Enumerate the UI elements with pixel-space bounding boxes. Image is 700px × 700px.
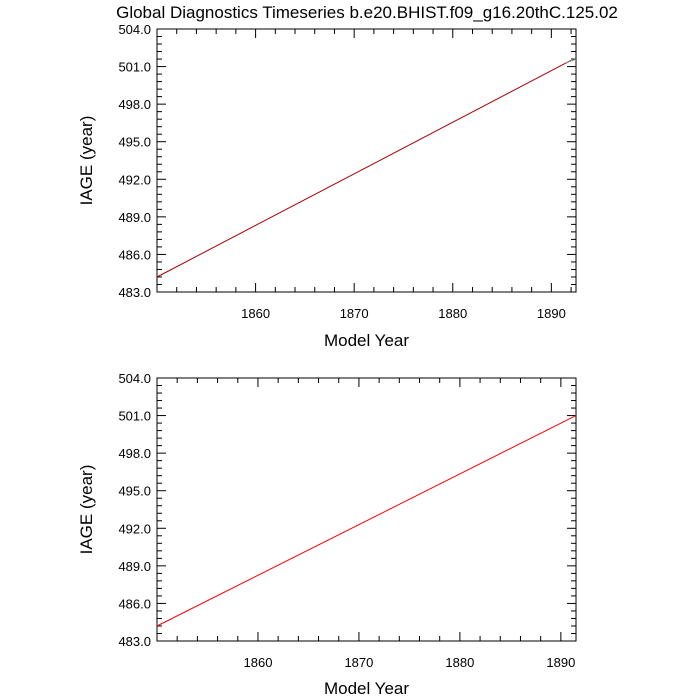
plot-frame: [156, 377, 577, 642]
plot-frame: [156, 28, 577, 293]
x-tick-label: 1860: [244, 655, 273, 670]
y-tick-label: 504.0: [118, 371, 151, 386]
y-tick-label: 498.0: [118, 446, 151, 461]
y-tick-label: 492.0: [118, 172, 151, 187]
y-tick-label: 495.0: [118, 484, 151, 499]
y-tick-label: 501.0: [118, 60, 151, 75]
y-tick-label: 489.0: [118, 559, 151, 574]
y-tick-label: 486.0: [118, 247, 151, 262]
x-tick-label: 1880: [445, 655, 474, 670]
x-tick-label: 1890: [546, 655, 575, 670]
y-axis-label: IAGE (year): [77, 465, 96, 555]
x-tick-label: 1870: [344, 655, 373, 670]
y-axis-label: IAGE (year): [77, 116, 96, 206]
chart-title: Global Diagnostics Timeseries b.e20.BHIS…: [116, 3, 618, 22]
x-axis-label: Model Year: [324, 679, 409, 698]
x-tick-label: 1870: [340, 306, 369, 321]
x-tick-label: 1890: [537, 306, 566, 321]
y-tick-label: 486.0: [118, 596, 151, 611]
x-tick-label: 1860: [241, 306, 270, 321]
y-tick-label: 501.0: [118, 409, 151, 424]
series-line-1: [565, 58, 577, 64]
y-tick-label: 489.0: [118, 210, 151, 225]
x-axis-label: Model Year: [324, 331, 409, 350]
y-tick-label: 504.0: [118, 22, 151, 37]
y-tick-label: 483.0: [118, 634, 151, 649]
y-tick-label: 483.0: [118, 285, 151, 300]
series-line-0: [156, 59, 572, 278]
y-tick-label: 498.0: [118, 97, 151, 112]
y-tick-label: 492.0: [118, 521, 151, 536]
series-line-0: [156, 415, 577, 627]
y-tick-label: 495.0: [118, 135, 151, 150]
x-tick-label: 1880: [438, 306, 467, 321]
